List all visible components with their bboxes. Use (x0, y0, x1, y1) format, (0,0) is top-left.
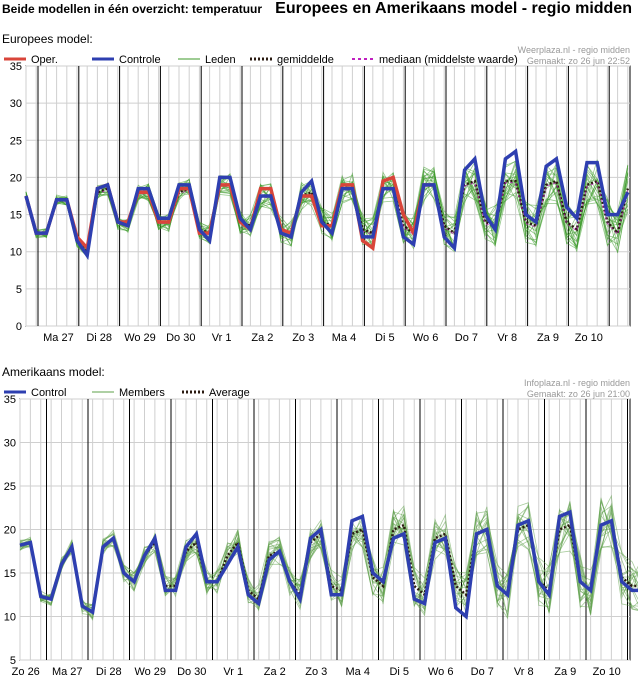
series-average-line (24, 179, 630, 255)
source-line-1: Weerplaza.nl - regio midden (518, 45, 630, 55)
x-tick-label: Zo 26 (12, 666, 40, 678)
y-tick-label: 0 (16, 321, 22, 333)
y-tick-label: 25 (4, 481, 16, 493)
series-control-line (19, 509, 638, 620)
source-line-1: Infoplaza.nl - regio midden (524, 378, 630, 388)
y-tick-label: 15 (10, 210, 22, 222)
y-tick-label: 5 (10, 655, 16, 667)
legend-label-member: Leden (205, 54, 236, 66)
y-tick-label: 35 (4, 394, 16, 406)
y-tick-label: 15 (4, 568, 16, 580)
y-tick-label: 10 (10, 247, 22, 259)
y-tick-label: 25 (10, 135, 22, 147)
x-tick-label: Za 2 (264, 666, 286, 678)
source-line-2: Gemaakt: zo 26 jun 21:00 (527, 389, 630, 399)
x-tick-label: Wo 6 (428, 666, 453, 678)
x-tick-label: Di 5 (375, 332, 395, 344)
section-label-european: Europees model: (2, 32, 93, 46)
y-tick-label: 20 (10, 172, 22, 184)
x-tick-label: Ma 27 (52, 666, 83, 678)
x-tick-label: Vr 8 (497, 332, 517, 344)
legend-label-control: Control (31, 387, 66, 399)
x-tick-label: Zo 10 (593, 666, 621, 678)
x-tick-label: Vr 8 (514, 666, 534, 678)
source-line-2: Gemaakt: zo 26 jun 22:52 (527, 56, 630, 66)
y-tick-label: 30 (10, 98, 22, 110)
x-tick-label: Wo 6 (413, 332, 438, 344)
y-tick-label: 5 (16, 284, 22, 296)
x-tick-label: Ma 4 (346, 666, 370, 678)
x-tick-label: Wo 29 (124, 332, 156, 344)
x-tick-label: Di 28 (86, 332, 112, 344)
legend-label-control: Controle (119, 54, 161, 66)
legend-label-member: Members (119, 387, 165, 399)
x-tick-label: Ma 27 (43, 332, 74, 344)
series-control-line (24, 148, 630, 261)
y-tick-label: 35 (10, 61, 22, 73)
page-title-right: Europees en Amerikaans model - regio mid… (275, 0, 632, 17)
legend-label-oper: Oper. (31, 54, 58, 66)
legend-label-median: mediaan (middelste waarde) (379, 54, 518, 66)
x-tick-label: Za 9 (554, 666, 576, 678)
x-tick-label: Di 28 (96, 666, 122, 678)
x-tick-label: Za 9 (537, 332, 559, 344)
x-tick-label: Zo 10 (575, 332, 603, 344)
series-member-line (25, 160, 629, 259)
x-tick-label: Do 7 (455, 332, 478, 344)
x-tick-label: Di 5 (389, 666, 409, 678)
x-tick-label: Vr 1 (223, 666, 243, 678)
section-label-american: Amerikaans model: (2, 365, 105, 379)
legend-label-average: Average (209, 387, 250, 399)
y-tick-label: 10 (4, 612, 16, 624)
legend-label-average: gemiddelde (277, 54, 334, 66)
y-tick-label: 30 (4, 438, 16, 450)
x-tick-label: Do 30 (166, 332, 195, 344)
x-tick-label: Ma 4 (332, 332, 356, 344)
page-title-left: Beide modellen in één overzicht: tempera… (2, 2, 263, 16)
x-tick-label: Za 2 (251, 332, 273, 344)
plot-area (25, 65, 631, 327)
x-tick-label: Do 7 (471, 666, 494, 678)
x-tick-label: Wo 29 (134, 666, 166, 678)
x-tick-label: Vr 1 (212, 332, 232, 344)
x-tick-label: Zo 3 (305, 666, 327, 678)
x-tick-label: Zo 3 (292, 332, 314, 344)
x-tick-label: Do 30 (177, 666, 206, 678)
y-tick-label: 20 (4, 525, 16, 537)
